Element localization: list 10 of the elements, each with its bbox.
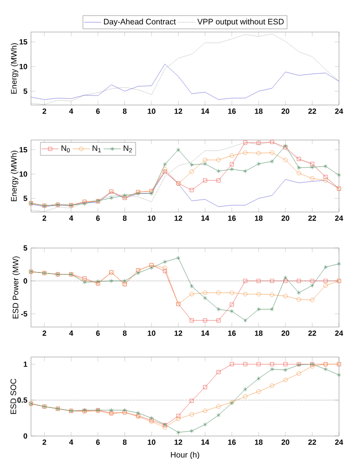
legend-label: N$_{0}$ [62, 145, 70, 152]
legend-label: N$_{1}$ [92, 145, 101, 152]
y-axis-title: Energy (MWh) [10, 150, 18, 202]
x-axis-title: Hour (h) [170, 452, 200, 459]
legend-label: N$_{2}$ [124, 145, 132, 152]
y-axis-title: ESD SOC [10, 378, 16, 414]
legend-label: Day-Ahead Contract [104, 18, 176, 26]
y-axis-title: Energy (MWh) [10, 43, 18, 94]
legend-label: VPP output without ESD [197, 18, 284, 26]
y-axis-title: ESD Power (MW) [12, 256, 20, 318]
